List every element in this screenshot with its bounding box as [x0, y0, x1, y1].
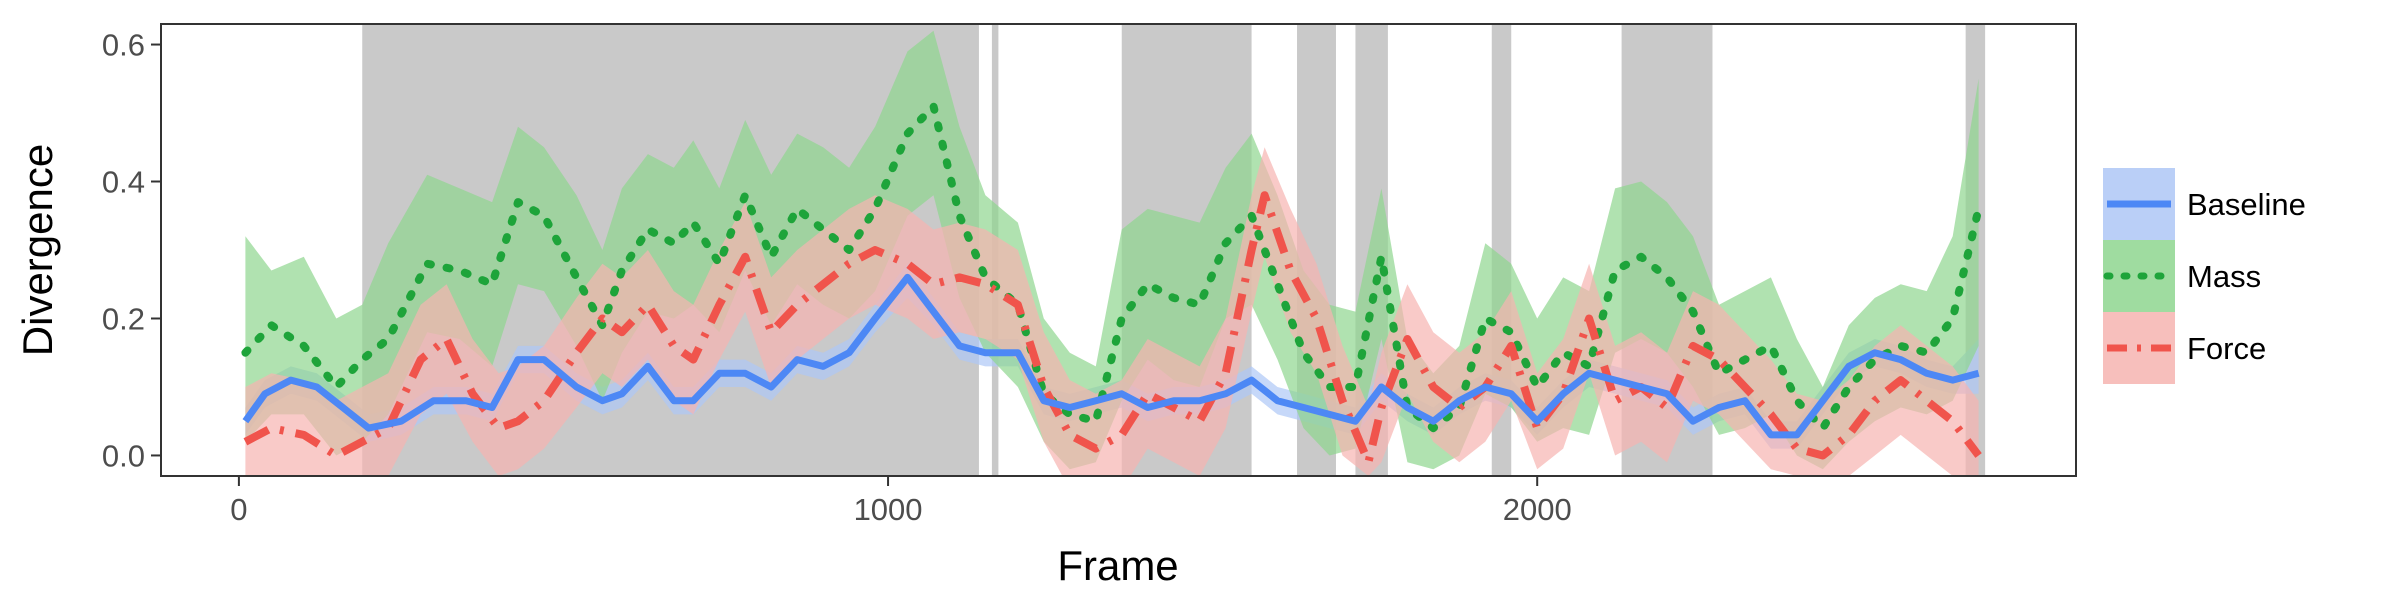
y-tick-label: 0.4	[102, 165, 145, 200]
y-tick-label: 0.2	[102, 301, 145, 336]
legend-item-mass: Mass	[2103, 240, 2261, 312]
baseline-series-line	[242, 273, 1980, 439]
plot-panel-border	[160, 23, 2077, 477]
force-confidence-band	[245, 147, 1979, 476]
legend-label-baseline: Baseline	[2187, 187, 2306, 222]
x-tick-label: 2000	[1503, 492, 1572, 527]
legend: Baseline Mass Force	[2103, 168, 2306, 384]
y-axis-title: Divergence	[14, 144, 61, 356]
legend-item-force: Force	[2103, 312, 2266, 384]
legend-label-mass: Mass	[2187, 259, 2261, 294]
mass-confidence-band	[245, 30, 1979, 470]
y-tick-label: 0.6	[102, 28, 145, 63]
legend-label-force: Force	[2187, 331, 2266, 366]
y-tick-label: 0.0	[102, 438, 145, 473]
series-lines	[241, 102, 1983, 467]
force-series-line	[243, 191, 1982, 467]
x-tick-label: 0	[230, 492, 247, 527]
x-axis-title: Frame	[1057, 542, 1178, 589]
axes: 0 1000 2000 0.0 0.2 0.4 0.6	[102, 28, 1572, 527]
legend-item-baseline: Baseline	[2103, 168, 2306, 240]
x-tick-label: 1000	[854, 492, 923, 527]
